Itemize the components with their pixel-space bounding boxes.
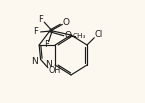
Text: F: F bbox=[33, 27, 38, 36]
Text: N: N bbox=[45, 60, 52, 70]
Text: F: F bbox=[38, 15, 43, 24]
Text: Cl: Cl bbox=[95, 30, 103, 39]
Text: O: O bbox=[65, 31, 72, 40]
Text: CH₃: CH₃ bbox=[73, 33, 86, 39]
Text: F: F bbox=[44, 40, 49, 49]
Text: OH: OH bbox=[48, 66, 60, 75]
Text: O: O bbox=[62, 18, 69, 27]
Text: N: N bbox=[31, 57, 38, 66]
